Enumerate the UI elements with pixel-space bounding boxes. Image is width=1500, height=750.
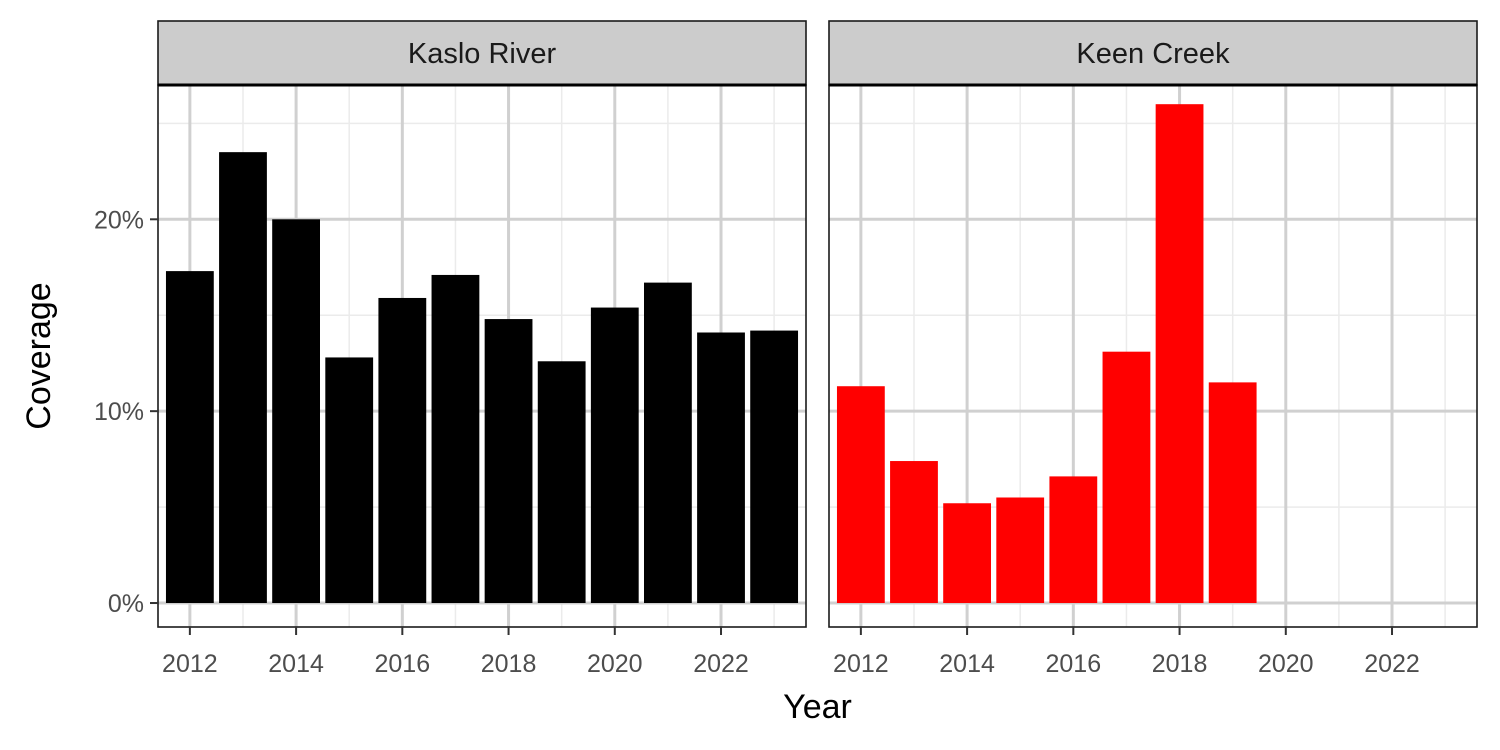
bar-keen-creek-2012 — [836, 386, 885, 604]
bar-kaslo-river-2017 — [431, 274, 480, 604]
x-tick-label: 2012 — [833, 650, 889, 678]
facet-label-keen-creek: Keen Creek — [1076, 38, 1230, 70]
facet-strip-kaslo-river — [157, 20, 807, 86]
y-tick-label: 20% — [94, 206, 144, 234]
bar-keen-creek-2019 — [1208, 382, 1257, 604]
bar-keen-creek-2016 — [1049, 476, 1098, 604]
x-tick-label: 2014 — [939, 650, 995, 678]
bar-keen-creek-2017 — [1102, 351, 1151, 604]
bar-kaslo-river-2016 — [378, 297, 427, 604]
x-tick-label: 2020 — [1258, 650, 1314, 678]
x-tick-label: 2014 — [268, 650, 324, 678]
bar-kaslo-river-2019 — [537, 361, 586, 604]
x-tick-label: 2022 — [693, 650, 749, 678]
y-tick-label: 10% — [94, 398, 144, 426]
x-tick-label: 2022 — [1364, 650, 1420, 678]
facet-label-kaslo-river: Kaslo River — [408, 38, 557, 70]
bar-keen-creek-2015 — [996, 497, 1045, 604]
y-tick-label: 0% — [108, 590, 144, 618]
bar-kaslo-river-2022 — [697, 332, 745, 604]
x-tick-label: 2016 — [375, 650, 431, 678]
x-tick-label: 2012 — [162, 650, 218, 678]
bar-kaslo-river-2014 — [272, 219, 320, 604]
x-axis-title: Year — [783, 688, 852, 726]
x-tick-label: 2018 — [481, 650, 537, 678]
y-axis-title: Coverage — [20, 282, 58, 429]
bar-keen-creek-2014 — [943, 503, 991, 604]
bar-kaslo-river-2020 — [590, 307, 639, 604]
x-tick-label: 2020 — [587, 650, 643, 678]
bar-keen-creek-2013 — [890, 461, 938, 604]
x-tick-label: 2018 — [1152, 650, 1208, 678]
bar-kaslo-river-2018 — [484, 319, 533, 604]
bar-kaslo-river-2015 — [325, 357, 374, 604]
x-tick-label: 2016 — [1046, 650, 1102, 678]
bar-kaslo-river-2012 — [165, 271, 214, 604]
bar-kaslo-river-2013 — [219, 152, 267, 604]
bar-keen-creek-2018 — [1155, 104, 1204, 604]
bar-kaslo-river-2023 — [750, 330, 799, 604]
bar-kaslo-river-2021 — [644, 282, 692, 604]
